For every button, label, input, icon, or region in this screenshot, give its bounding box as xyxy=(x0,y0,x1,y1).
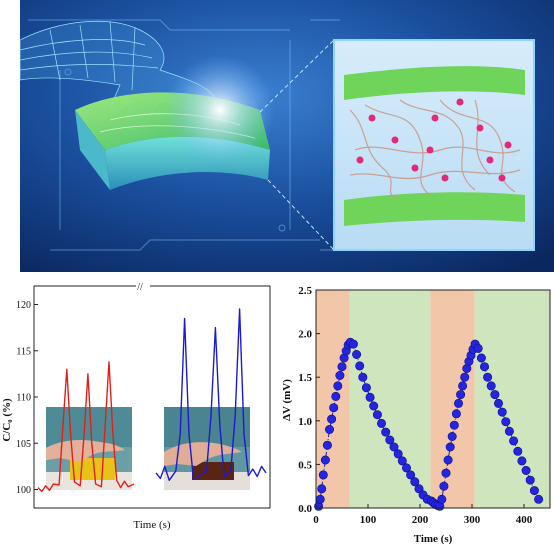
data-point xyxy=(437,494,447,504)
data-point xyxy=(458,381,468,391)
hand-photos xyxy=(46,407,250,490)
data-point xyxy=(445,442,455,452)
data-point xyxy=(322,440,332,450)
phase-band xyxy=(474,290,550,508)
data-point xyxy=(486,381,496,391)
plot-frame xyxy=(315,289,551,509)
data-point xyxy=(456,390,466,400)
data-point xyxy=(525,475,535,485)
data-point xyxy=(473,343,483,353)
y-tick-labels: 100 105 110 115 120 xyxy=(16,300,38,496)
data-point xyxy=(324,425,334,435)
y-tick-label: 0.0 xyxy=(298,503,312,515)
capacitance-chart: // 100 105 110 115 120 C/C₀ (%) Time (s) xyxy=(1,282,271,531)
y-tick-label: 115 xyxy=(16,346,31,357)
data-point xyxy=(460,372,470,382)
data-point xyxy=(327,414,337,424)
data-point xyxy=(333,381,343,391)
data-point xyxy=(372,410,382,420)
data-point xyxy=(454,398,464,408)
data-point xyxy=(410,477,420,487)
y-tick-label: 110 xyxy=(16,393,31,404)
phase-band xyxy=(349,290,431,508)
data-point xyxy=(361,383,371,393)
light-flare xyxy=(165,55,275,165)
data-point xyxy=(381,427,391,437)
data-point xyxy=(497,407,507,417)
data-point xyxy=(529,486,539,496)
x-tick-label: 200 xyxy=(412,514,429,526)
y-tick-label: 1.0 xyxy=(298,416,312,428)
data-point xyxy=(490,390,500,400)
y-tick-label: 120 xyxy=(16,300,31,311)
x-axis-label: Time (s) xyxy=(414,533,453,545)
data-point xyxy=(389,442,399,452)
data-point xyxy=(318,470,328,480)
data-point xyxy=(352,350,362,360)
y-tick-labels: 0.0 0.5 1.0 1.5 2.0 2.5 xyxy=(298,285,320,515)
y-tick-label: 0.5 xyxy=(298,459,312,471)
data-point xyxy=(317,484,327,494)
series-line xyxy=(37,361,135,493)
y-tick-label: 100 xyxy=(16,485,31,496)
data-point xyxy=(331,391,341,401)
data-point xyxy=(483,372,493,382)
data-point xyxy=(447,432,457,442)
voltage-chart: 0.0 0.5 1.0 1.5 2.0 2.5 0 100 200 300 400 ΔV (mV)… xyxy=(281,285,551,545)
data-point xyxy=(406,470,416,480)
data-point xyxy=(494,398,504,408)
y-tick-label: 2.5 xyxy=(298,285,312,297)
zoom-lines xyxy=(259,39,335,251)
data-point xyxy=(449,420,459,430)
data-point xyxy=(501,417,511,427)
tech-frame-lines xyxy=(28,19,340,251)
y-axis-label: C/C₀ (%) xyxy=(1,398,13,442)
data-point xyxy=(517,456,527,466)
series-line xyxy=(155,308,267,482)
data-point xyxy=(315,494,325,504)
data-point xyxy=(451,409,461,419)
y-tick-label: 105 xyxy=(16,439,31,450)
data-point xyxy=(513,446,523,456)
x-tick-label: 100 xyxy=(360,514,377,526)
data-point xyxy=(355,361,365,371)
e-skin-illustration xyxy=(20,0,554,272)
x-tick-label: 300 xyxy=(464,514,481,526)
data-point xyxy=(365,392,375,402)
data-point xyxy=(320,455,330,465)
voltage-series xyxy=(314,337,544,511)
svg-text://: // xyxy=(137,282,143,293)
data-point xyxy=(369,401,379,411)
data-point xyxy=(521,466,531,476)
data-point xyxy=(329,403,339,413)
data-point xyxy=(509,436,519,446)
y-axis-label: ΔV (mV) xyxy=(281,379,293,421)
phase-bands xyxy=(316,290,550,508)
x-axis-label: Time (s) xyxy=(133,519,171,531)
data-point xyxy=(397,456,407,466)
data-point xyxy=(393,449,403,459)
data-point xyxy=(348,339,358,349)
data-point xyxy=(358,372,368,382)
y-tick-label: 1.5 xyxy=(298,372,312,384)
data-point xyxy=(480,362,490,372)
x-tick-labels: 0 100 200 300 400 xyxy=(313,504,533,526)
data-point xyxy=(441,468,451,478)
phase-band xyxy=(430,290,475,508)
data-point xyxy=(402,463,412,473)
data-point xyxy=(504,426,514,436)
data-point xyxy=(439,481,449,491)
data-point xyxy=(335,371,345,381)
data-point xyxy=(476,353,486,363)
y-tick-label: 2.0 xyxy=(298,329,312,341)
data-point xyxy=(534,494,544,504)
data-point xyxy=(377,418,387,428)
data-point xyxy=(385,435,395,445)
x-tick-label: 400 xyxy=(516,514,533,526)
data-point xyxy=(337,362,347,372)
network-zoom-panel xyxy=(333,39,535,251)
x-tick-label: 0 xyxy=(313,514,319,526)
data-point xyxy=(443,455,453,465)
signal-lines xyxy=(37,308,267,493)
